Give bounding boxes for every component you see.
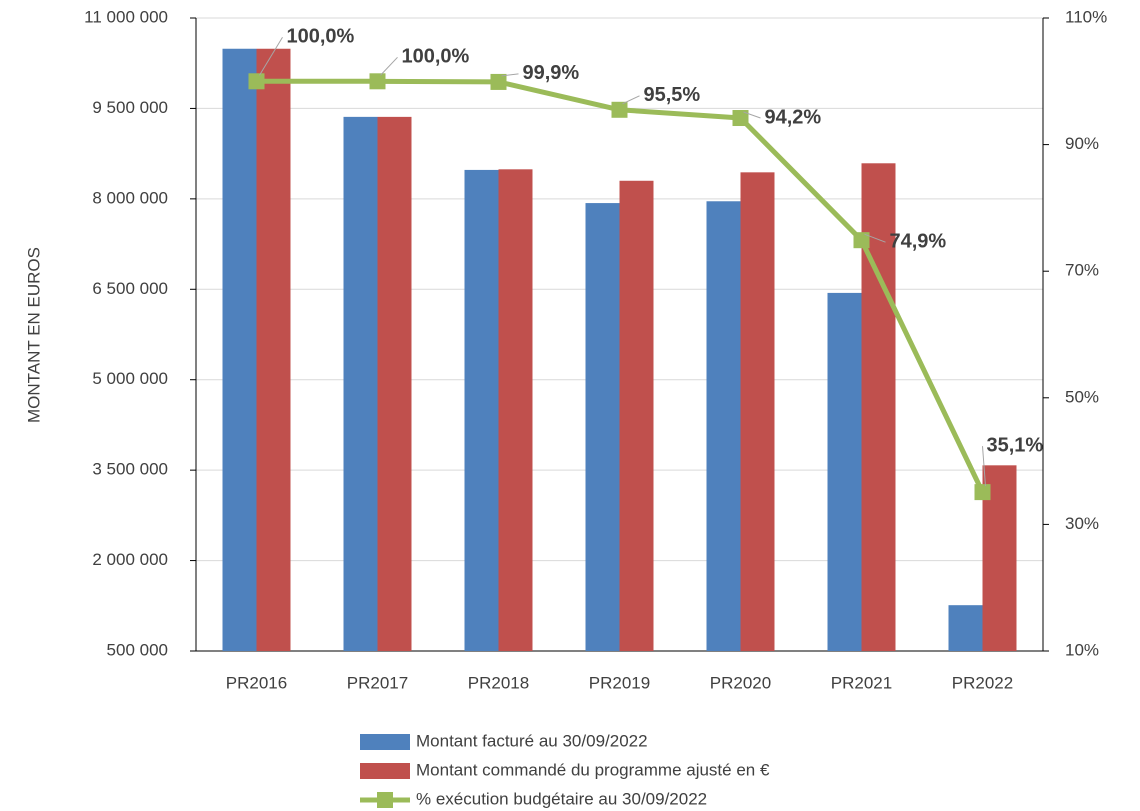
line-marker: [248, 73, 265, 90]
leader-line: [259, 37, 283, 76]
leader-line: [380, 56, 398, 76]
y2-tick-label: 30%: [1065, 514, 1099, 533]
leader-line: [743, 111, 761, 119]
line-marker: [369, 73, 386, 90]
bar: [619, 180, 654, 651]
y2-tick-label: 50%: [1065, 387, 1099, 406]
bar: [827, 292, 862, 651]
legend-swatch: [360, 734, 410, 750]
x-tick-label: PR2016: [226, 673, 287, 692]
y2-tick-label: 110%: [1065, 7, 1107, 26]
bar: [222, 48, 257, 651]
leader-line: [982, 446, 986, 487]
legend-label: Montant facturé au 30/09/2022: [416, 731, 648, 750]
bar: [464, 169, 499, 652]
legend-marker: [377, 792, 393, 808]
y-tick-label: 500 000: [107, 640, 168, 659]
y2-tick-label: 70%: [1065, 261, 1099, 280]
y-tick-label: 9 500 000: [92, 98, 168, 117]
line-marker: [853, 232, 870, 249]
y-tick-label: 5 000 000: [92, 369, 168, 388]
y2-tick-label: 10%: [1065, 640, 1099, 659]
x-tick-label: PR2021: [831, 673, 892, 692]
x-tick-label: PR2020: [710, 673, 771, 692]
y-tick-label: 2 000 000: [92, 550, 168, 569]
legend-swatch: [360, 763, 410, 779]
bar: [948, 605, 983, 651]
leader-line: [501, 73, 519, 77]
x-tick-label: PR2018: [468, 673, 529, 692]
x-tick-label: PR2017: [347, 673, 408, 692]
line-marker: [732, 110, 749, 127]
bar: [498, 169, 533, 651]
leader-line: [622, 95, 640, 105]
data-label: 100,0%: [402, 46, 470, 68]
x-tick-label: PR2019: [589, 673, 650, 692]
bar: [585, 203, 620, 651]
data-label: 35,1%: [987, 434, 1044, 456]
data-label: 74,9%: [890, 230, 947, 252]
bar: [706, 201, 741, 652]
data-label: 95,5%: [644, 84, 701, 106]
data-label: 99,9%: [523, 62, 580, 84]
y-tick-label: 8 000 000: [92, 188, 168, 207]
leader-line: [864, 233, 886, 243]
line-marker: [974, 484, 991, 501]
line-marker: [611, 101, 628, 118]
data-label: 94,2%: [765, 106, 822, 128]
legend-label: Montant commandé du programme ajusté en …: [416, 760, 770, 779]
y-tick-label: 6 500 000: [92, 279, 168, 298]
bar: [377, 116, 412, 651]
data-label: 100,0%: [287, 26, 355, 48]
bar: [740, 172, 775, 651]
y-tick-label: 3 500 000: [92, 460, 168, 479]
y-tick-label: 11 000 000: [84, 7, 168, 26]
line-marker: [490, 73, 507, 90]
bar: [343, 116, 378, 651]
bar: [256, 48, 291, 651]
legend-label: % exécution budgétaire au 30/09/2022: [416, 789, 707, 808]
y2-tick-label: 90%: [1065, 134, 1099, 153]
y-axis-label: MONTANT EN EUROS: [24, 247, 43, 423]
x-tick-label: PR2022: [952, 673, 1013, 692]
